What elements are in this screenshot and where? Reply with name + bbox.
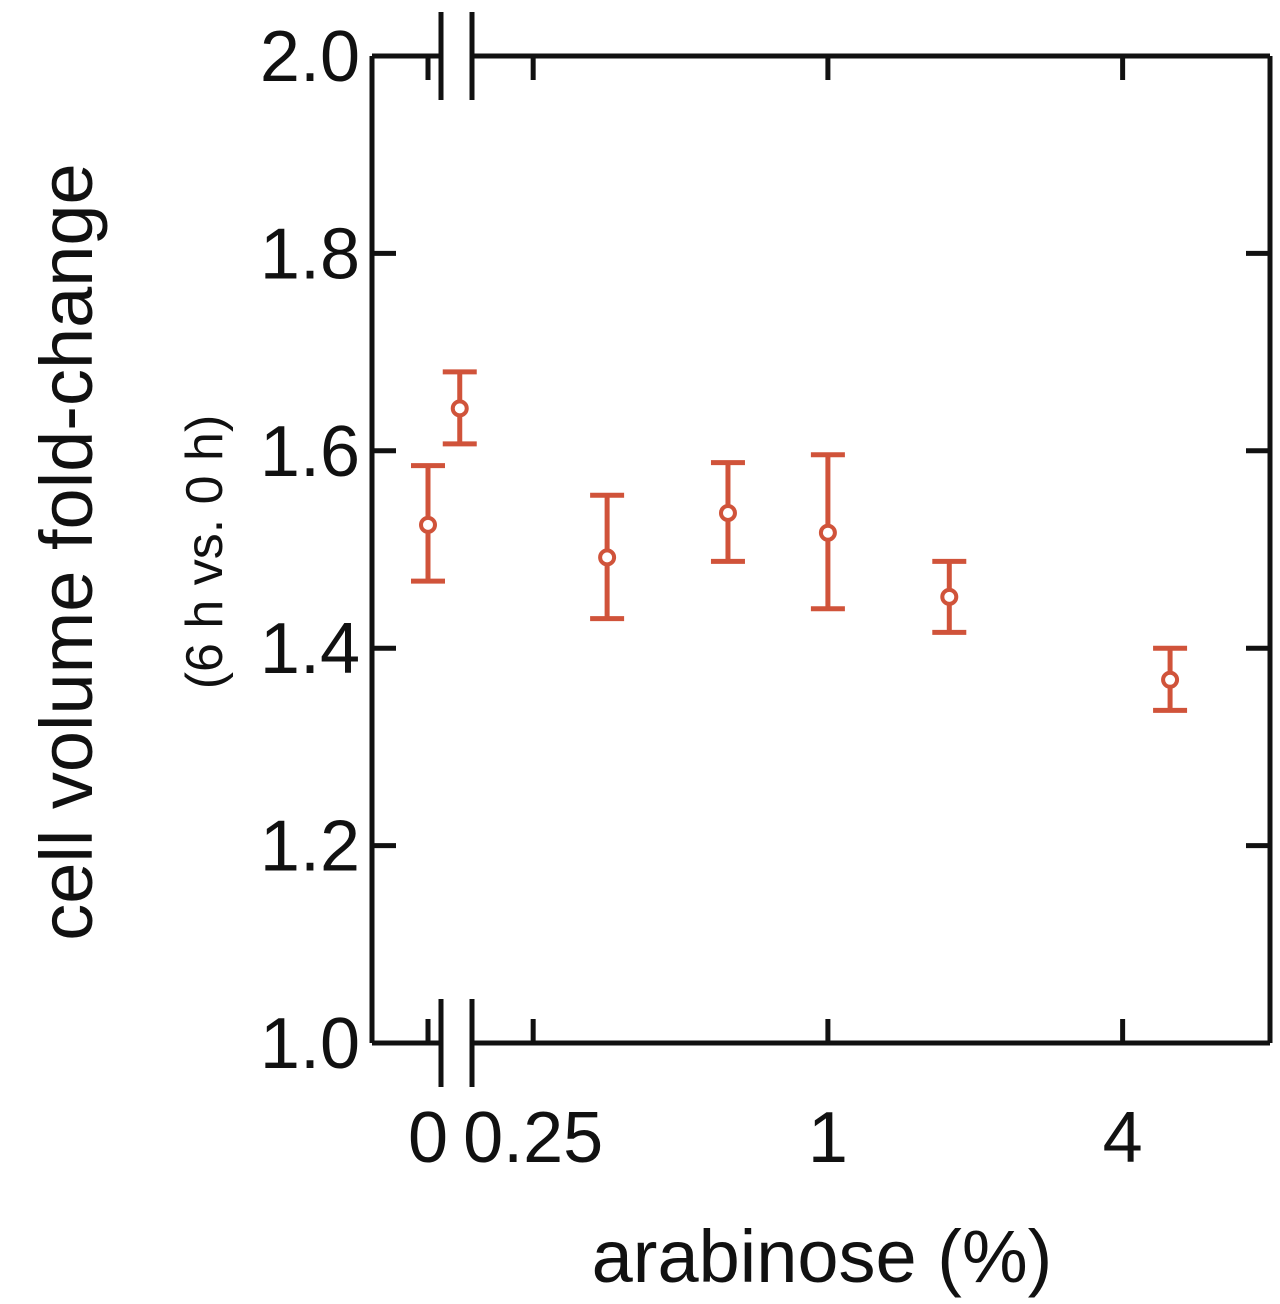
point-marker [450,399,469,418]
x-tick-label: 4 [1103,1098,1143,1178]
point-marker [1161,670,1180,689]
y-tick-label: 1.6 [260,412,360,492]
data-point-1 [411,463,445,584]
y-tick-label: 1.0 [260,1004,360,1084]
point-marker [818,523,837,542]
point-marker [940,587,959,606]
tick-labels-layer: 1.0 1.2 1.4 1.6 1.8 2.0 0 0.25 1 4 [260,17,1143,1178]
data-point-6 [932,558,967,635]
data-layer [411,369,1188,713]
data-point-3 [590,492,625,622]
ticks-layer [372,53,1270,1046]
data-point-4 [710,460,745,564]
point-marker [718,503,737,522]
y-tick-label: 1.8 [260,214,360,294]
y-tick-label: 1.2 [260,807,360,887]
x-tick-label: 1 [808,1098,848,1178]
data-point-2 [442,369,477,447]
point-marker [598,548,617,567]
data-point-7 [1153,645,1188,713]
x-axis-label: arabinose (%) [592,1215,1053,1298]
y-axis-label: cell volume fold-change [25,163,108,940]
data-point-5 [810,452,845,612]
x-tick-label: 0 [408,1098,448,1178]
x-tick-label: 0.25 [463,1098,603,1178]
y-tick-label: 1.4 [260,609,360,689]
point-marker [419,515,437,534]
y-tick-label: 2.0 [260,17,360,97]
y-axis-sublabel: (6 h vs. 0 h) [176,415,234,690]
axis-break-marks [438,12,475,1087]
